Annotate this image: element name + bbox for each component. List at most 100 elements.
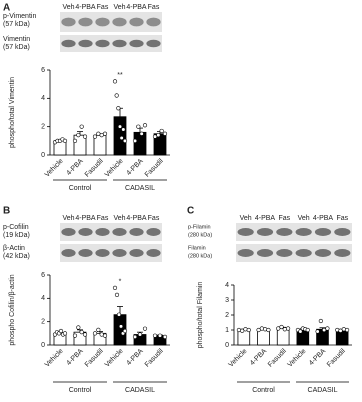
blot-band [146,228,161,236]
blot-band [334,249,351,257]
x-tick-label: Fasudil [84,347,105,368]
group-label: Control [69,185,92,192]
lane-label: Fas [97,215,109,222]
x-tick-label: Fasudil [144,347,165,368]
lane-label: Fas [97,4,109,11]
data-point [114,93,119,98]
data-point [102,333,108,338]
data-point [62,331,68,336]
bar [276,328,290,346]
lane-label: Veh [298,215,310,222]
blot-label: (57 kDa) [3,21,30,28]
data-point [79,124,84,129]
x-tick-label: 4-PBA [125,158,144,177]
data-point [338,328,343,333]
lane-label: 4-PBA [126,4,147,11]
x-tick-label: 4-PBA [308,348,327,367]
x-tick-label: 4-PBA [125,348,144,367]
x-tick-label: Fasudil [267,347,288,368]
blot-label: p-Vimentin [3,13,36,20]
data-point [114,292,120,297]
blot-band [61,228,76,236]
blot-band [129,249,144,257]
group-label: CADASIL [125,387,155,394]
y-tick-label: 0 [41,152,45,159]
blot-band [95,228,110,236]
y-tick-label: 2 [225,312,229,319]
x-tick-label: Vehicle [287,348,308,369]
blot-band [95,17,110,27]
blot-band [146,39,161,48]
blot-image [236,244,352,262]
data-point [318,318,323,324]
blot-band [129,17,144,27]
data-point [162,131,168,136]
data-point [96,327,101,332]
data-point [92,331,98,336]
blot-band [237,249,254,257]
data-point [256,327,261,333]
x-tick-label: Fasudil [84,157,105,178]
y-tick-label: 4 [225,282,229,289]
group-label: CADASIL [308,387,338,394]
lane-label: Fas [336,215,348,222]
data-point [142,326,148,331]
data-point [118,324,124,329]
group-label: Control [252,387,275,394]
bar [153,133,167,156]
data-point [122,328,128,334]
lane-label: Veh [113,4,125,11]
data-point [315,329,320,334]
bar [237,329,251,346]
y-axis-label: phospho/total Filamin [197,282,204,349]
lane-label: Veh [113,215,125,222]
lane-label: Veh [62,4,74,11]
data-point [82,332,88,337]
lane-label: Fas [148,215,160,222]
blot-band [256,249,274,257]
blot-label: Vimentin [3,36,30,43]
x-tick-label: Vehicle [104,348,125,369]
lane-label: Fas [148,4,160,11]
x-tick-label: Vehicle [44,158,65,179]
data-point [298,329,303,334]
data-point [159,128,164,134]
blot-band [112,228,127,236]
data-point [136,124,141,129]
blot-band [78,228,93,236]
data-point [137,332,143,337]
panel-letter: A [3,3,10,14]
data-point [266,327,271,333]
data-point [152,333,158,338]
blot-band [95,39,110,48]
data-point [102,131,108,136]
data-point [112,285,118,290]
x-tick-label: Fasudil [144,157,165,178]
data-point [121,127,126,132]
data-point [246,327,251,333]
blot-band [314,228,332,236]
data-point [58,328,64,334]
data-point [156,133,161,138]
data-point [122,138,128,143]
data-point [72,333,78,338]
panel-letter: B [3,206,10,217]
data-point [112,79,118,84]
blot-band [78,17,93,27]
bar [133,131,147,156]
x-tick-label: Fasudil [326,347,347,368]
blot-label: (42 kDa) [3,253,30,260]
data-point [305,327,310,333]
y-tick-label: 2 [41,124,45,131]
blot-band [78,39,93,48]
blot-band [129,228,144,236]
y-axis-label: phospho Cofilin/β-actin [9,274,16,345]
y-tick-label: 3 [225,297,229,304]
y-tick-label: 0 [41,342,45,349]
blot-label: p-Filamin [188,224,211,230]
data-point [322,327,327,333]
blot-band [112,39,127,48]
y-tick-label: 6 [41,67,45,74]
